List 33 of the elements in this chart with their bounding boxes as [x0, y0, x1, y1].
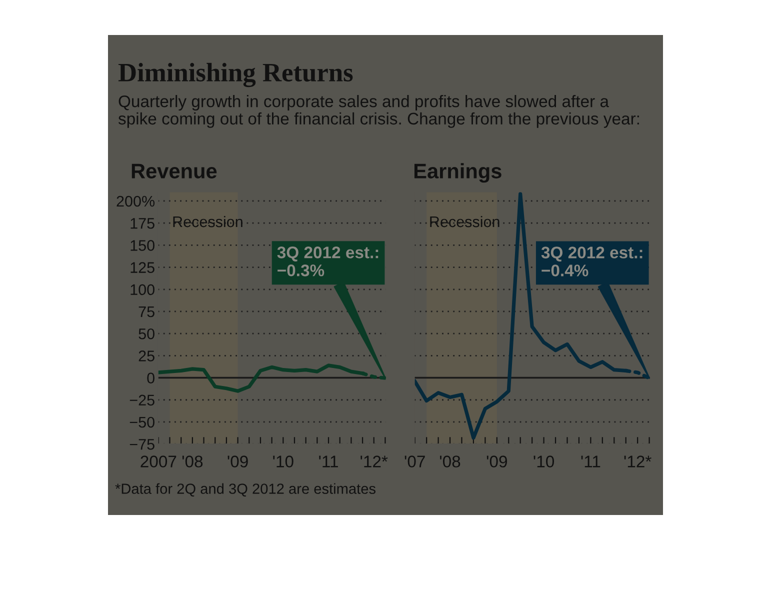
- y-tick-label: −50: [130, 416, 154, 428]
- x-tick-label: 2007: [140, 456, 176, 468]
- chart-subtitle: Quarterly growth in corporate sales and profits have slowed after a spike coming out of the financial crisis. Change from the previous year:: [118, 95, 639, 128]
- y-tick-label: 25: [138, 350, 154, 362]
- x-tick-label: '08: [440, 456, 460, 468]
- y-tick-label: 75: [138, 306, 154, 318]
- y-tick-label: 125: [130, 262, 154, 273]
- x-tick-label: '09: [486, 456, 507, 468]
- x-tick-label: '10: [534, 456, 554, 468]
- y-tick-label: 100: [130, 284, 154, 296]
- text: *Data for 2Q and 3Q 2012 are estimates: [115, 483, 376, 497]
- x-tick-label: '11: [581, 456, 600, 468]
- annotation: Recession: [430, 216, 500, 228]
- annotation: 3Q 2012 est.: −0.4%: [541, 246, 642, 276]
- x-tick-label: '12*: [624, 456, 652, 468]
- x-tick-label: '09: [228, 456, 248, 468]
- chart-title: Diminishing Returns: [118, 62, 353, 88]
- x-tick-label: '07: [404, 456, 425, 468]
- x-tick-label: '11: [319, 456, 338, 468]
- y-tick-label: −25: [130, 394, 154, 406]
- y-tick-label: 200%: [116, 196, 155, 207]
- x-axis-title: Revenue: [132, 164, 217, 178]
- y-tick-label: 50: [138, 328, 154, 340]
- x-tick-label: '12*: [360, 456, 388, 468]
- x-axis-title: Earnings: [414, 163, 502, 183]
- y-tick-label: −75: [130, 439, 154, 450]
- x-tick-label: '08: [182, 456, 203, 468]
- x-tick-label: '10: [273, 456, 294, 468]
- annotation: 3Q 2012 est.: −0.3%: [277, 246, 378, 276]
- annotation: Recession: [173, 216, 242, 228]
- y-tick-label: 175: [130, 218, 154, 229]
- y-tick-label: 150: [130, 240, 154, 251]
- y-tick-label: 0: [147, 372, 154, 384]
